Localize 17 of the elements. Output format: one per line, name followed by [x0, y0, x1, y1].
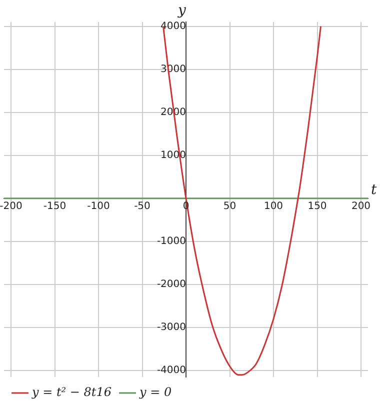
x-tick-label: 200 — [351, 201, 371, 212]
x-tick-label: 50 — [223, 201, 236, 212]
y-tick-label: -3000 — [156, 322, 186, 334]
x-tick-label: -200 — [0, 201, 22, 212]
y-tick-label: -1000 — [156, 236, 186, 248]
legend-label: y = 0 — [138, 385, 172, 400]
y-tick-label: 4000 — [160, 20, 186, 32]
legend-label: y = t² − 8t16 — [31, 385, 112, 400]
y-tick-label: -4000 — [156, 365, 186, 376]
x-tick-label: -150 — [43, 201, 66, 212]
y-tick-label: -2000 — [156, 279, 186, 290]
x-tick-label: -100 — [87, 201, 110, 212]
x-tick-label: 100 — [264, 201, 284, 212]
y-axis-title: y — [177, 2, 188, 19]
x-tick-label: -50 — [134, 201, 150, 212]
x-axis-title: t — [371, 182, 377, 198]
x-tick-label: 150 — [308, 201, 327, 212]
